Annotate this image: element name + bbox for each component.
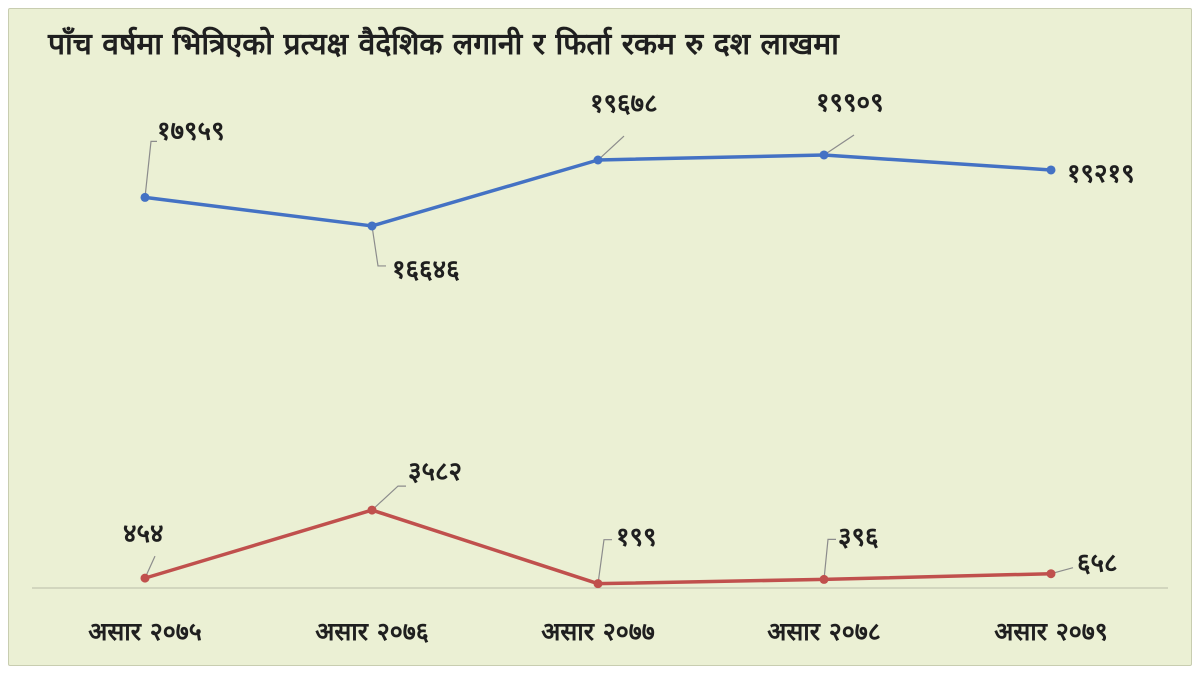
chart-title: पाँच वर्षमा भित्रिएको प्रत्यक्ष वैदेशिक … [48,27,839,62]
label-leader-line [823,538,836,580]
data-label: १९९०९ [816,88,884,118]
label-leader-line [597,135,625,161]
data-point [367,221,377,231]
x-tick-label: असार २०७७ [541,617,654,646]
x-tick-label: असार २०७८ [767,617,880,646]
data-label: १७९५९ [157,116,225,146]
data-label: ६५८ [1077,549,1118,579]
label-leader-line [371,485,406,511]
data-label: १९६७८ [590,89,658,119]
data-point [819,574,829,584]
data-label: ४५४ [123,519,164,549]
data-point [140,192,150,202]
x-tick-label: असार २०७९ [994,617,1107,646]
label-leader-line [144,140,157,198]
data-label: ३५८२ [408,457,462,487]
x-tick-label: असार २०७६ [315,617,428,646]
data-label: ३९६ [838,522,879,552]
data-label: १९२१९ [1067,159,1135,189]
label-leader-line [371,225,386,267]
data-point [593,579,603,589]
series-line [144,508,1052,586]
data-point [367,505,377,515]
series-line [144,153,1052,228]
data-point [1046,569,1056,579]
data-label: १६६४६ [392,255,460,285]
data-point [819,150,829,160]
data-point [1046,165,1056,175]
data-point [140,573,150,583]
x-tick-label: असार २०७५ [88,617,201,646]
label-leader-line [823,134,855,156]
data-point [593,155,603,165]
data-label: १९९ [616,523,657,553]
chart-frame [8,8,1192,666]
label-leader-line [597,539,612,584]
